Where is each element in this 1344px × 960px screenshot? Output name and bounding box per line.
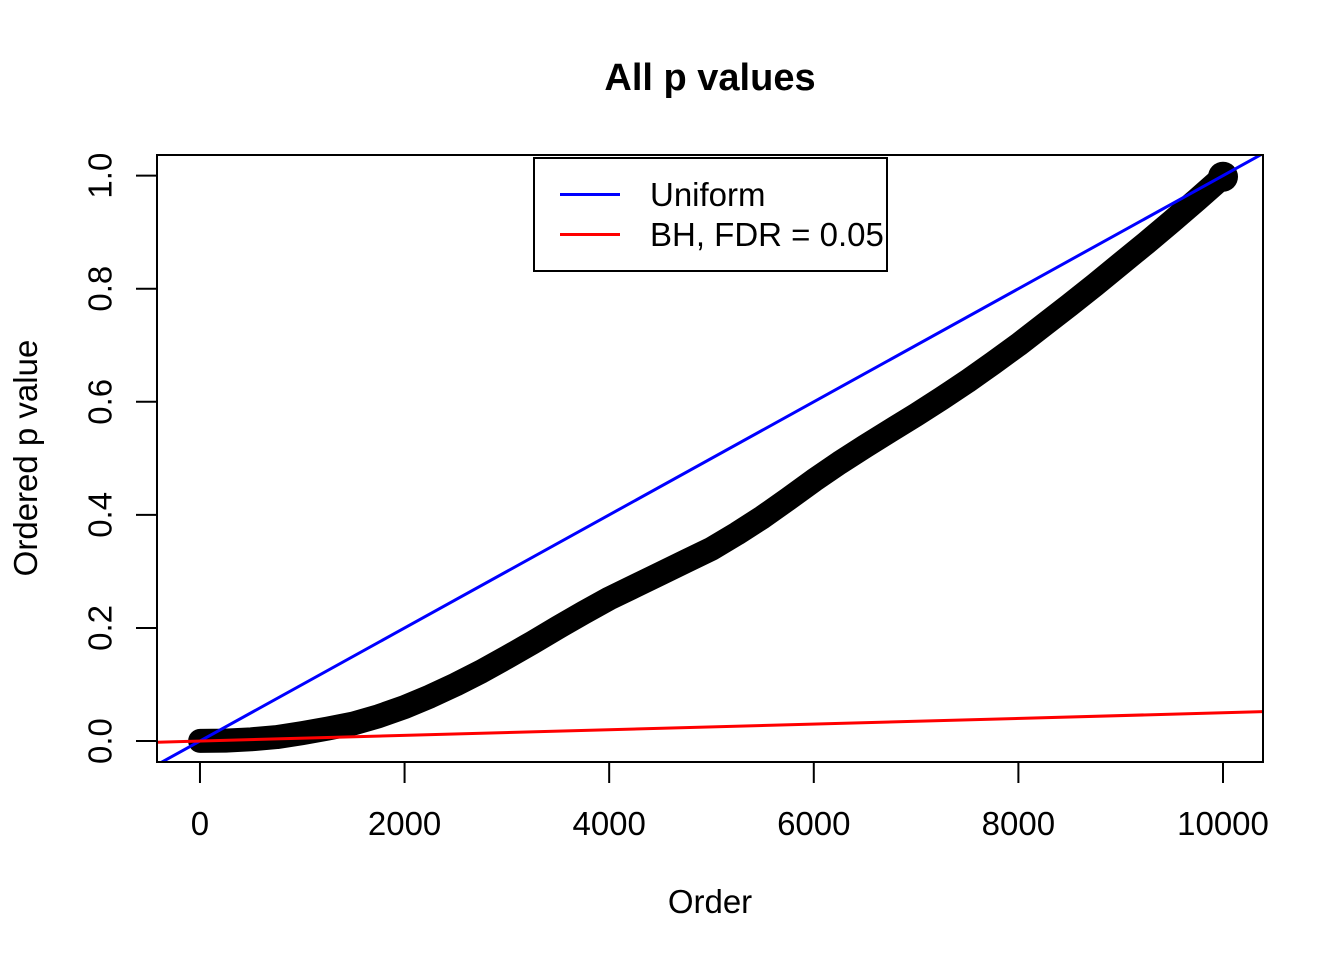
y-tick-label: 0.0 [82, 718, 119, 764]
x-axis-label: Order [667, 883, 753, 920]
uniform-line-swatch [560, 193, 620, 196]
x-tick-label: 6000 [777, 805, 850, 842]
x-tick-label: 0 [191, 805, 209, 842]
y-tick-label: 0.6 [82, 379, 119, 425]
plot-box [156, 154, 1264, 763]
legend-label-uniform: Uniform [650, 175, 766, 213]
bh-line-swatch [560, 233, 620, 236]
uniform-line [158, 155, 1263, 762]
x-tick-label: 4000 [572, 805, 645, 842]
chart-title: All p values [604, 57, 816, 99]
bh-fdr-0-05-line [157, 710, 1263, 744]
legend-item-bh: BH, FDR = 0.05 [560, 215, 886, 255]
legend-label-bh: BH, FDR = 0.05 [650, 215, 884, 253]
y-axis-label-text: Ordered p value [7, 339, 44, 577]
y-tick-label: 0.4 [82, 492, 119, 538]
x-tick-label: 10000 [1177, 805, 1269, 842]
y-tick-label: 1.0 [82, 153, 119, 199]
x-tick-label: 8000 [982, 805, 1055, 842]
y-tick-label: 0.2 [82, 605, 119, 651]
legend-item-uniform: Uniform [560, 175, 886, 215]
legend: Uniform BH, FDR = 0.05 [533, 157, 888, 272]
y-tick-label: 0.8 [82, 266, 119, 312]
ordered-p-values-band [188, 164, 1235, 753]
plot-series [157, 155, 1263, 762]
x-tick-label: 2000 [368, 805, 441, 842]
